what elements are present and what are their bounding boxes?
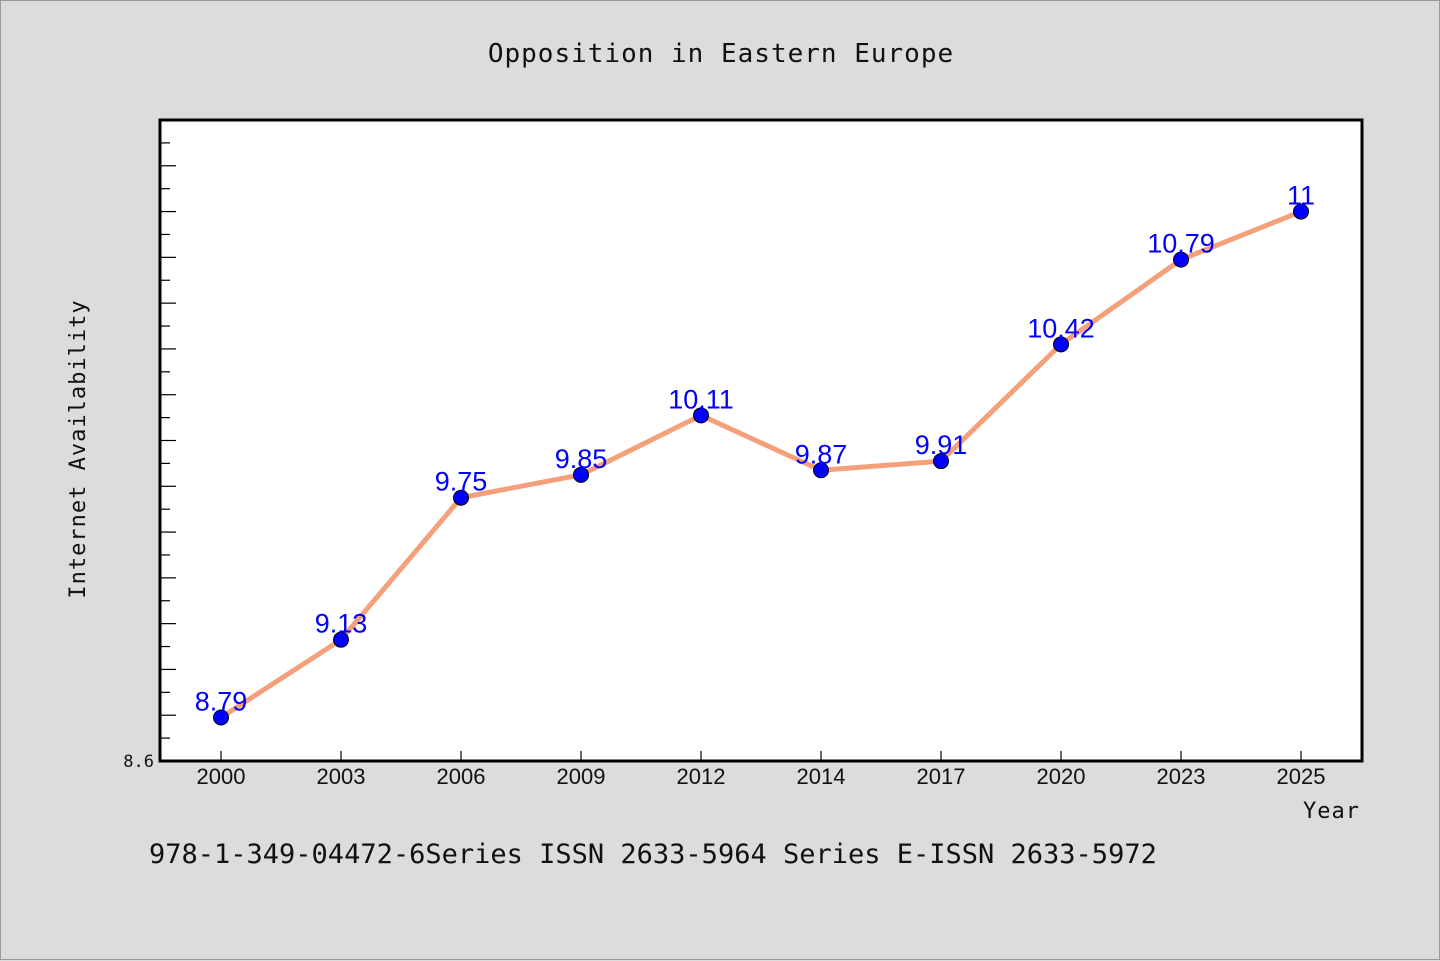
data-markers — [213, 203, 1309, 726]
data-label: 9.91 — [915, 430, 968, 460]
x-tick-label: 2000 — [197, 764, 246, 789]
data-labels: 8.79 9.13 9.75 9.85 10.11 9.87 9.91 10.42 10.79 1… — [195, 181, 1315, 717]
data-point — [1173, 251, 1189, 268]
x-tick-label: 2012 — [677, 764, 726, 789]
data-point — [333, 631, 349, 648]
x-tick-label: 2003 — [317, 764, 366, 789]
data-point — [933, 453, 949, 470]
data-point — [1053, 336, 1069, 353]
x-axis-label: Year — [1303, 799, 1360, 824]
x-tick-label: 2023 — [1157, 764, 1206, 789]
x-tick-label: 2014 — [797, 764, 846, 789]
x-tick-label: 2020 — [1037, 764, 1086, 789]
data-point — [453, 489, 469, 506]
y-axis-ticks — [160, 142, 176, 762]
data-label: 10.79 — [1147, 229, 1215, 259]
y-axis-label: Internet Availability — [66, 299, 91, 598]
data-label: 11 — [1287, 181, 1315, 211]
data-point — [1293, 203, 1309, 220]
data-label: 8.79 — [195, 687, 248, 717]
x-axis-ticks — [220, 751, 1302, 761]
data-point — [213, 709, 229, 726]
data-label: 10.42 — [1027, 313, 1095, 343]
footer-isbn-text: 978-1-349-04472-6Series ISSN 2633-5964 S… — [149, 839, 1157, 870]
data-point — [693, 407, 709, 424]
chart-title: Opposition in Eastern Europe — [488, 39, 954, 69]
y-axis-tick-labels: 8.6 — [123, 752, 154, 772]
data-point — [813, 462, 829, 479]
data-label: 9.13 — [315, 609, 368, 639]
data-label: 9.85 — [555, 444, 608, 474]
y-tick-label: 8.6 — [123, 752, 154, 772]
x-tick-label: 2009 — [557, 764, 606, 789]
series-lines — [218, 209, 1304, 721]
data-label: 9.87 — [795, 439, 848, 469]
series-line — [218, 209, 1304, 721]
x-tick-label: 2025 — [1277, 764, 1326, 789]
x-tick-label: 2017 — [917, 764, 966, 789]
x-tick-label: 2006 — [437, 764, 486, 789]
data-label: 9.75 — [435, 467, 488, 497]
data-label: 10.11 — [668, 384, 734, 414]
x-axis-tick-labels: 2000 2003 2006 2009 2012 2014 2017 2020 2023 2025 — [197, 764, 1326, 789]
data-point — [573, 466, 589, 483]
